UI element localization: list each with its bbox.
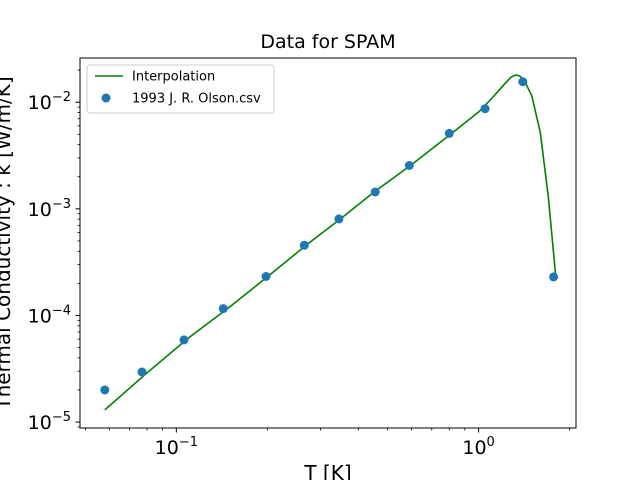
y-tick-label: 10−4 [28, 303, 71, 327]
data-point [404, 161, 414, 170]
legend-label-interpolation: Interpolation [132, 70, 215, 85]
y-axis-label: Thermal Conductivity : k [W/m/K] [0, 76, 15, 410]
plot-area: 10−1 100 10−5 10−4 10−3 10−2 [28, 57, 577, 459]
data-point [518, 77, 528, 87]
axes-frame [79, 57, 577, 429]
y-tick-label: 10−2 [28, 90, 71, 114]
data-point [218, 304, 228, 314]
legend-label-olson: 1993 J. R. Olson.csv [132, 92, 261, 107]
x-tick-label: 10−1 [155, 435, 198, 459]
data-point [100, 385, 110, 395]
data-point [480, 104, 490, 114]
data-point [334, 214, 344, 224]
y-tick-label: 10−3 [28, 197, 71, 221]
y-tick-label: 10−5 [28, 410, 71, 434]
data-point [370, 187, 380, 197]
data-point [299, 240, 309, 250]
data-point [444, 128, 454, 138]
chart-title: Data for SPAM [260, 31, 395, 53]
data-point [549, 272, 559, 282]
x-axis-label: T [K] [303, 461, 351, 480]
legend-marker-swatch [101, 93, 111, 103]
legend: Interpolation 1993 J. R. Olson.csv [86, 64, 275, 114]
data-point [179, 335, 189, 345]
series-layer [100, 74, 559, 411]
x-tick-label: 100 [462, 435, 494, 459]
data-point [137, 367, 147, 377]
legend-box [86, 64, 275, 114]
ticks-layer: 10−1 100 10−5 10−4 10−3 10−2 [28, 69, 570, 459]
data-point [261, 272, 271, 281]
series-line-interpolation [104, 74, 557, 411]
